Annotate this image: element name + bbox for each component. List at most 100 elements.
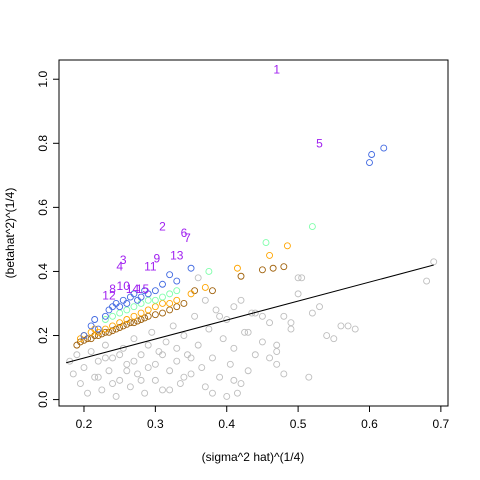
data-point-orange [87,328,95,336]
data-point-brown [209,287,216,295]
data-point-green [173,287,181,295]
data-point-blue [101,312,109,320]
point-label: 9 [153,252,160,266]
x-tick-label: 0.4 [218,417,235,431]
data-point-brown [166,306,174,314]
data-point-brown [109,327,116,335]
data-point-gray [298,274,306,282]
data-point-orange [233,264,241,272]
data-point-gray [294,274,302,282]
data-point-blue [137,293,145,301]
x-axis: 0.2 0.3 0.4 0.5 0.6 0.7 [76,405,450,431]
point-label: 12 [102,288,116,302]
x-tick-label: 0.3 [147,417,164,431]
data-point-blue [105,306,113,314]
data-point-gray [194,341,202,349]
data-point-gray [94,373,102,381]
data-point-gray [244,328,252,336]
point-label: 2 [159,220,166,234]
data-point-gray [123,360,131,368]
data-point-gray [151,360,159,368]
data-point-gray [273,360,281,368]
data-point-gray [316,303,323,311]
x-axis-label: (sigma^2 hat)^(1/4) [202,450,305,464]
data-point-gray [130,357,138,365]
point-label: 5 [316,136,323,150]
data-point-gray [201,383,209,391]
data-point-brown [80,336,88,344]
data-point-orange [94,328,102,336]
data-point-blue [116,303,124,311]
data-point-green [262,239,270,247]
data-point-green [159,293,166,301]
data-point-brown [123,320,131,328]
y-tick-label: 0.0 [36,391,50,408]
data-point-gray [141,389,149,397]
data-point-orange [130,312,138,320]
data-point-gray [230,303,238,311]
data-point-gray [144,341,152,349]
data-point-gray [134,370,141,378]
data-point-gray [123,367,131,375]
point-label: 13 [170,248,184,262]
data-point-orange [144,306,152,314]
y-tick-label: 0.6 [36,199,50,216]
data-point-brown [134,317,141,325]
data-point-orange [173,296,181,304]
data-point-gray [148,328,156,336]
data-point-gray [84,389,92,397]
data-point-gray [94,357,102,365]
data-point-orange [101,325,109,333]
data-point-gray [87,348,95,355]
data-point-gray [237,380,245,388]
data-point-gray [176,380,184,388]
data-point-gray [130,335,138,343]
data-point-gray [251,351,259,359]
data-point-gray [233,389,241,397]
data-point-brown [159,309,166,317]
data-point-gray [159,386,166,394]
data-point-blue [134,296,141,304]
data-point-orange [109,322,116,330]
data-point-gray [266,319,274,327]
data-point-blue [187,264,195,272]
data-point-gray [305,373,313,381]
data-point-gray [73,351,81,359]
data-point-gray [280,312,288,320]
data-point-gray [109,354,116,362]
data-point-gray [80,364,88,372]
data-point-brown [137,316,145,323]
data-point-gray [323,332,331,339]
data-point-blue [109,303,116,311]
data-point-gray [112,392,120,400]
data-point-green [137,300,145,307]
data-point-orange [187,290,195,298]
data-point-brown [180,300,188,307]
data-points [66,144,438,400]
data-point-gray [166,367,174,375]
data-point-brown [101,328,109,336]
data-point-orange [116,319,124,327]
x-tick-label: 0.6 [361,417,378,431]
data-point-green [166,290,174,298]
data-point-gray [194,274,202,282]
data-point-gray [76,380,84,388]
data-point-gray [155,348,163,355]
data-point-gray [230,376,238,384]
data-point-gray [173,344,181,352]
data-point-gray [287,325,295,333]
data-point-gray [344,322,352,330]
fit-line [66,264,434,364]
data-point-gray [280,370,288,378]
data-point-brown [173,303,181,311]
data-point-green [308,223,316,231]
data-point-brown [130,319,138,327]
data-point-blue [94,325,102,333]
data-point-orange [159,300,166,307]
data-point-green [116,309,124,317]
data-point-blue [159,280,166,288]
data-point-gray [219,335,227,343]
data-point-gray [159,351,166,359]
